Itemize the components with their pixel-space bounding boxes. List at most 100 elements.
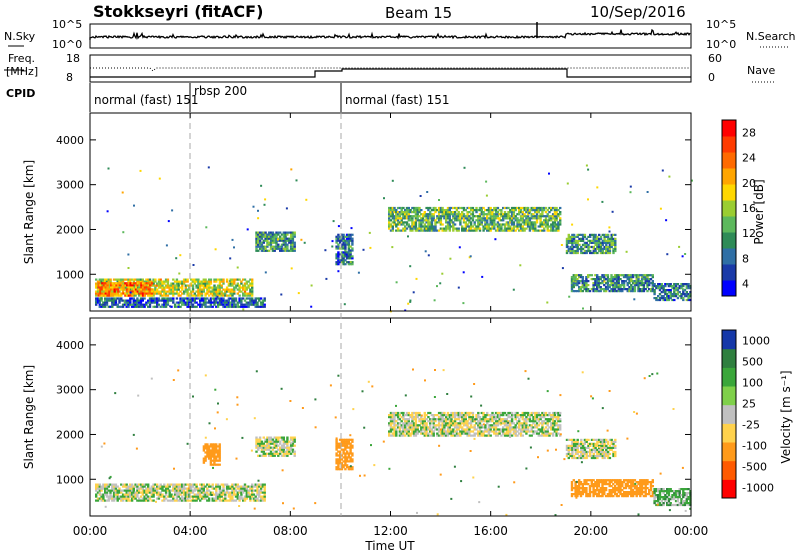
heatmap-cell bbox=[114, 489, 118, 492]
heatmap-cell bbox=[199, 294, 202, 297]
heatmap-cell bbox=[596, 237, 599, 240]
heatmap-cell bbox=[503, 424, 507, 427]
heatmap-cell bbox=[191, 485, 195, 488]
heatmap-cell bbox=[335, 446, 338, 449]
heatmap-cell bbox=[102, 286, 106, 289]
heatmap-cell bbox=[427, 217, 430, 220]
heatmap-cell bbox=[184, 288, 187, 291]
heatmap-cell bbox=[450, 428, 453, 431]
heatmap-cell bbox=[193, 489, 196, 492]
heatmap-cell bbox=[227, 301, 231, 304]
heatmap-cell bbox=[546, 428, 549, 431]
heatmap-cell bbox=[231, 278, 234, 281]
heatmap-cell bbox=[233, 299, 236, 302]
heatmap-cell bbox=[120, 297, 123, 300]
heatmap-cell bbox=[639, 274, 642, 277]
heatmap-cell bbox=[572, 280, 575, 283]
heatmap-cell bbox=[505, 426, 508, 429]
heatmap-cell bbox=[630, 276, 633, 279]
heatmap-cell bbox=[147, 284, 150, 287]
heatmap-cell bbox=[166, 297, 170, 300]
heatmap-cell bbox=[617, 276, 620, 279]
heatmap-cell bbox=[134, 303, 137, 306]
heatmap-cell bbox=[156, 497, 159, 500]
heatmap-cell bbox=[615, 284, 619, 287]
heatmap-cell bbox=[125, 278, 128, 281]
heatmap-cell bbox=[530, 411, 533, 415]
heatmap-cell bbox=[523, 428, 526, 431]
heatmap-cell bbox=[453, 434, 457, 437]
heatmap-cell bbox=[509, 227, 512, 230]
heatmap-cell bbox=[388, 211, 391, 214]
heatmap-cell bbox=[190, 284, 193, 287]
heatmap-cell bbox=[332, 220, 335, 223]
heatmap-cell bbox=[282, 231, 285, 234]
heatmap-cell bbox=[195, 297, 198, 300]
heatmap-cell bbox=[395, 209, 398, 212]
heatmap-cell bbox=[572, 274, 575, 277]
heatmap-cell bbox=[344, 454, 347, 457]
heatmap-cell bbox=[581, 278, 584, 281]
heatmap-cell bbox=[257, 448, 260, 451]
heatmap-cell bbox=[177, 305, 180, 308]
heatmap-cell bbox=[344, 255, 347, 258]
heatmap-cell bbox=[197, 280, 200, 283]
heatmap-cell bbox=[580, 245, 583, 249]
heatmap-cell bbox=[229, 493, 232, 496]
heatmap-cell bbox=[594, 243, 597, 246]
heatmap-cell bbox=[398, 434, 402, 437]
heatmap-cell bbox=[550, 206, 553, 210]
heatmap-cell bbox=[209, 292, 213, 295]
heatmap-cell bbox=[106, 290, 109, 293]
heatmap-cell bbox=[337, 247, 340, 250]
heatmap-cell bbox=[255, 249, 258, 252]
heatmap-cell bbox=[172, 284, 175, 287]
heatmap-cell bbox=[619, 286, 622, 289]
heatmap-cell bbox=[150, 493, 153, 496]
heatmap-cell bbox=[222, 292, 225, 295]
heatmap-cell bbox=[150, 284, 153, 287]
heatmap-cell bbox=[569, 245, 572, 249]
heatmap-cell bbox=[393, 211, 396, 214]
heatmap-cell bbox=[150, 487, 153, 490]
heatmap-cell bbox=[477, 414, 480, 417]
heatmap-cell bbox=[388, 217, 391, 220]
heatmap-cell bbox=[159, 278, 162, 281]
heatmap-cell bbox=[502, 229, 505, 232]
heatmap-cell bbox=[448, 420, 451, 423]
heatmap-cell bbox=[412, 221, 416, 224]
heatmap-cell bbox=[596, 282, 599, 285]
heatmap-cell bbox=[578, 237, 581, 240]
heatmap-cell bbox=[164, 489, 168, 492]
heatmap-cell bbox=[441, 223, 444, 226]
heatmap-cell bbox=[534, 223, 537, 226]
heatmap-cell bbox=[213, 461, 216, 464]
heatmap-cell bbox=[521, 426, 524, 429]
heatmap-cell bbox=[179, 280, 182, 283]
heatmap-cell bbox=[209, 485, 213, 488]
heatmap-cell bbox=[590, 274, 593, 277]
heatmap-cell bbox=[574, 241, 578, 244]
heatmap-cell bbox=[405, 227, 409, 230]
heatmap-cell bbox=[282, 243, 285, 246]
heatmap-cell bbox=[389, 414, 393, 417]
heatmap-cell bbox=[245, 301, 248, 304]
heatmap-cell bbox=[477, 424, 480, 427]
heatmap-cell bbox=[225, 280, 229, 283]
heatmap-cell bbox=[225, 303, 229, 306]
heatmap-cell bbox=[523, 411, 526, 415]
heatmap-cell bbox=[209, 303, 213, 306]
heatmap-cell bbox=[516, 422, 519, 425]
heatmap-cell bbox=[121, 299, 125, 302]
heatmap-cell bbox=[389, 209, 393, 212]
heatmap-cell bbox=[262, 446, 265, 449]
heatmap-cell bbox=[411, 225, 414, 228]
heatmap-cell bbox=[141, 497, 144, 500]
heatmap-cell bbox=[414, 432, 418, 435]
heatmap-cell bbox=[105, 301, 109, 304]
heatmap-cell bbox=[175, 305, 179, 308]
freq-left-label-line1: Freq. bbox=[8, 52, 35, 65]
heatmap-cell bbox=[140, 282, 143, 285]
heatmap-cell bbox=[179, 254, 182, 257]
heatmap-cell bbox=[347, 243, 351, 246]
